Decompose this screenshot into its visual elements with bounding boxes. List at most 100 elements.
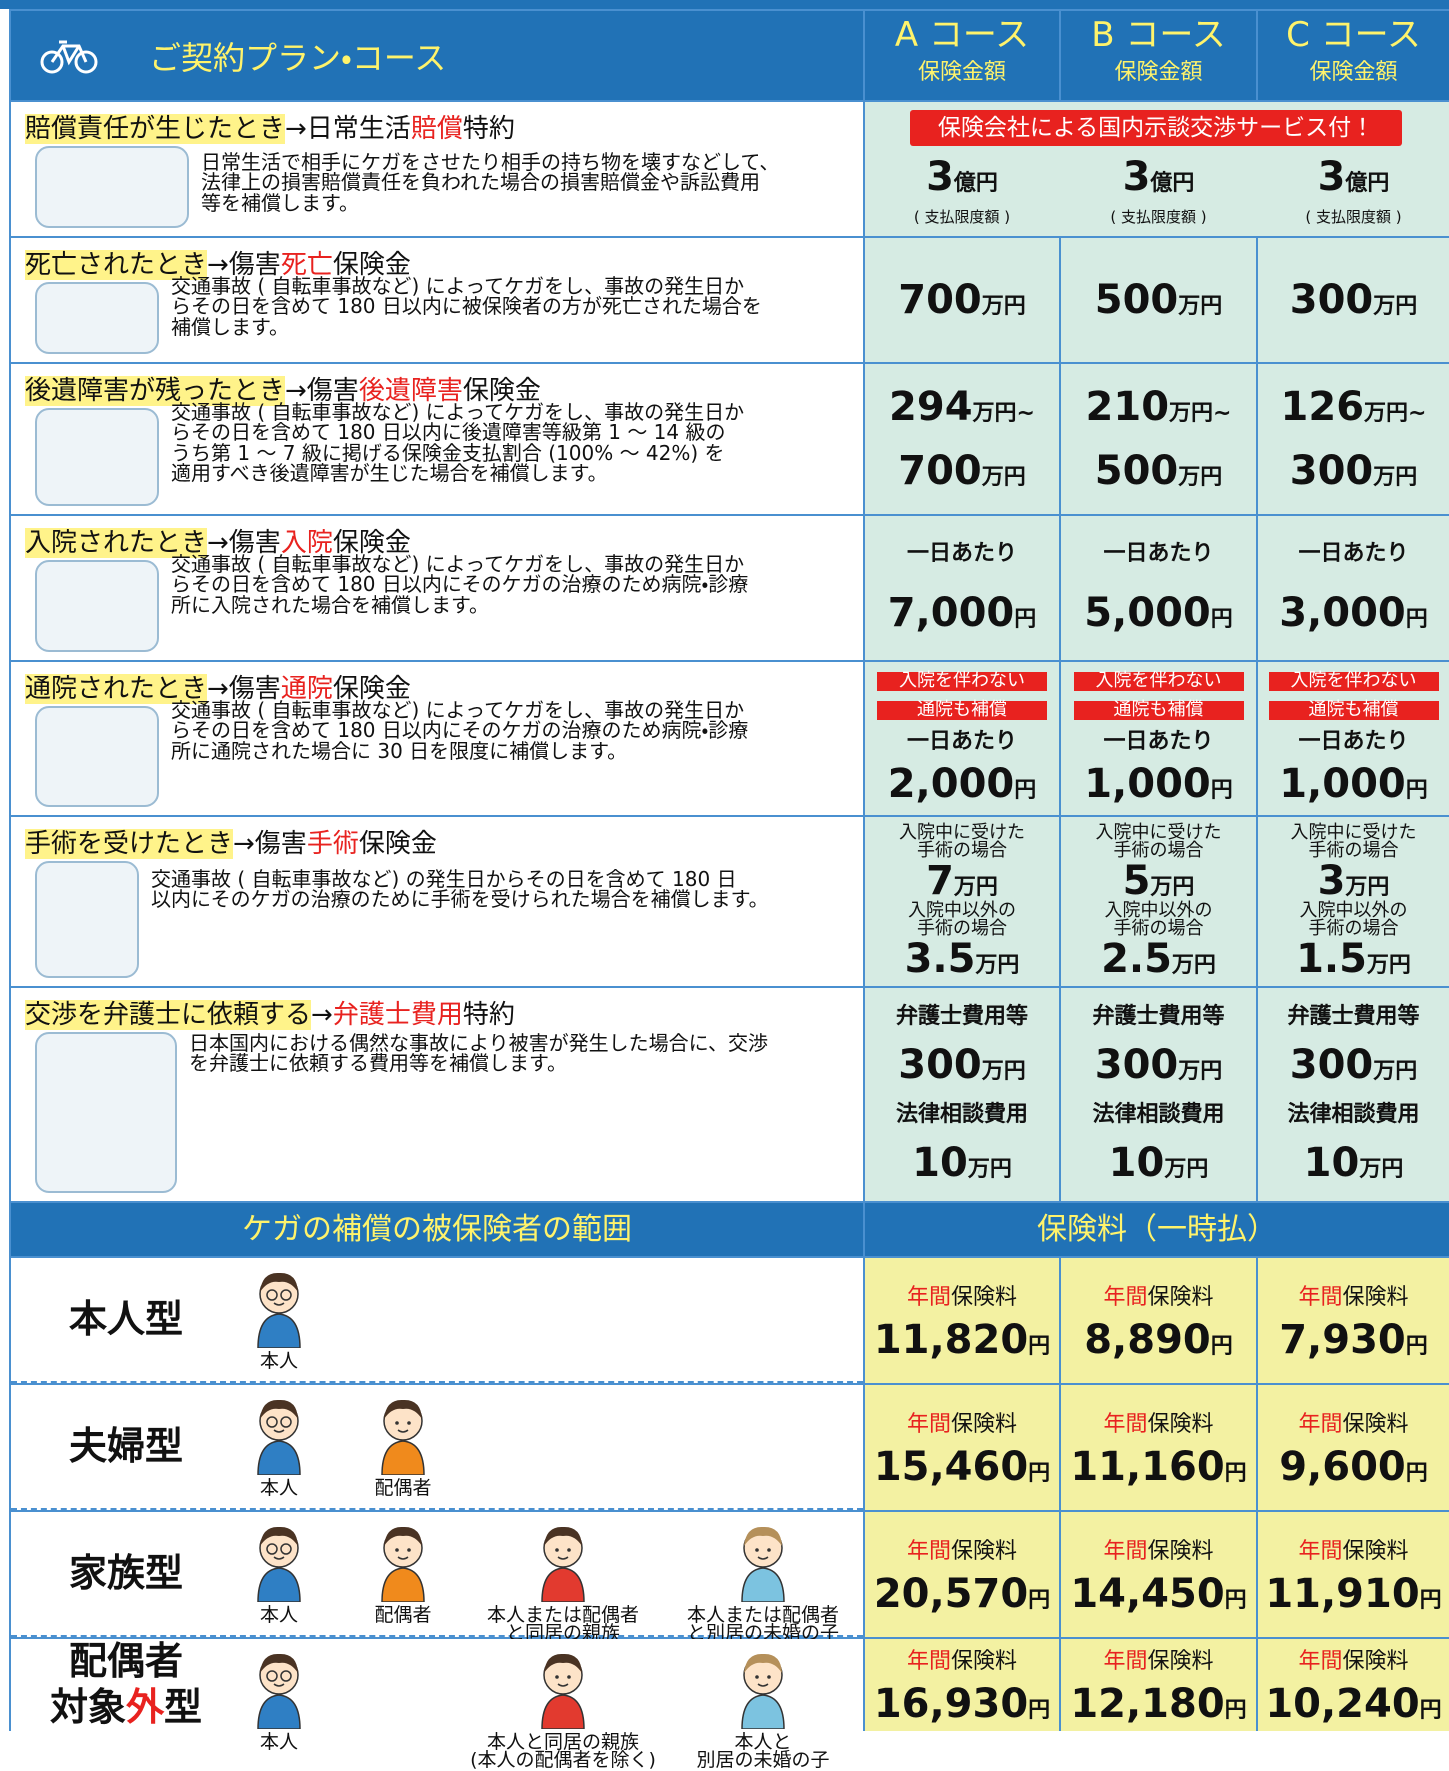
premium-cell: 年間保険料 8,890円 bbox=[1061, 1258, 1256, 1383]
description-line: 以内にそのケガの治療のために手術を受けられた場合を補償します。 bbox=[151, 887, 769, 912]
course-sub: 保険金額 bbox=[917, 60, 1006, 86]
person-icon bbox=[257, 1399, 301, 1476]
row-title-part: →傷害 bbox=[233, 829, 307, 859]
person-label-line: 本人と同居の親族 bbox=[486, 1731, 639, 1753]
amount-unit: 万円 bbox=[1178, 1059, 1223, 1085]
amount-unit: 万円 bbox=[953, 874, 998, 900]
row-description: 交通事故 ( 自転車事故など) によってケガをし、事故の発生日か らその日を含めて… bbox=[171, 276, 762, 338]
amount-big: 3,000 bbox=[1279, 589, 1406, 636]
amount-line: 3億円 bbox=[926, 156, 998, 198]
amount-unit: 円 bbox=[1405, 777, 1428, 803]
amount-cell: 3億円 ( 支払限度額 ) bbox=[1258, 146, 1449, 236]
premium-unit: 円 bbox=[1224, 1698, 1247, 1723]
amount-small: 入院中以外の bbox=[908, 899, 1016, 921]
amount-label: 弁護士費用等 bbox=[895, 1003, 1028, 1029]
premium-amount-line: 11,820円 bbox=[874, 1317, 1050, 1363]
premium-label-part: 年間 bbox=[906, 1284, 951, 1310]
amount-unit: 万円 bbox=[1171, 952, 1216, 978]
amount-cell: 一日あたり 3,000円 bbox=[1258, 516, 1449, 660]
premium-amount: 14,450 bbox=[1070, 1570, 1225, 1617]
premium-unit: 円 bbox=[1419, 1698, 1442, 1723]
amount-small: 手術の場合 bbox=[1113, 917, 1204, 939]
person-icon bbox=[381, 1399, 425, 1476]
premium-cell: 年間保険料 11,160円 bbox=[1061, 1385, 1256, 1510]
amount-unit: 万円 bbox=[967, 1157, 1012, 1183]
row-description-cell: 通院されたとき→傷害通院保険金 交通事故 ( 自転車事故など) によってケガをし、… bbox=[11, 662, 863, 815]
amount-cell: 126万円~ 300万円 bbox=[1258, 364, 1449, 514]
person-label-line: 本人または配偶者 bbox=[686, 1604, 839, 1626]
person: 本人 bbox=[169, 1268, 389, 1371]
amount-small: 入院中に受けた bbox=[1095, 821, 1222, 843]
amount-big: 1,000 bbox=[1279, 760, 1406, 807]
person-label-line: (本人の配偶者を除く) bbox=[470, 1749, 656, 1771]
description-line: を弁護士に依頼する費用等を補償します。 bbox=[189, 1051, 567, 1076]
amount-line: 手術の場合 bbox=[917, 841, 1007, 860]
row-description: 交通事故 ( 自転車事故など) によってケガをし、事故の発生日か らその日を含めて… bbox=[171, 698, 748, 763]
person-label: 本人または配偶者 と別居の未婚の子 bbox=[653, 1604, 873, 1642]
course-sub: 保険金額 bbox=[1114, 60, 1203, 86]
amount-line: 法律相談費用 bbox=[1287, 1103, 1419, 1126]
premium-label-part: 年間 bbox=[1103, 1411, 1148, 1437]
plan-name-part: 本人型 bbox=[68, 1296, 183, 1341]
amount-small: 入院中以外の bbox=[1104, 899, 1213, 921]
amount-small: 手術の場合 bbox=[1308, 839, 1399, 861]
premium-label: 年間保険料 bbox=[907, 1533, 1017, 1565]
amount-line: 入院中に受けた bbox=[899, 823, 1025, 842]
amount-line: 入院中に受けた bbox=[1291, 823, 1417, 842]
badge-line: 入院を伴わない bbox=[877, 671, 1047, 691]
premium-label-part: 年間 bbox=[1298, 1649, 1343, 1674]
amount-unit: 万円 bbox=[1345, 874, 1390, 900]
amount-note: ( 支払限度額 ) bbox=[913, 207, 1011, 226]
premium-label-part: 保険料 bbox=[951, 1284, 1018, 1310]
amount-unit: 億円 bbox=[1345, 171, 1390, 197]
premium-amount-line: 12,180円 bbox=[1070, 1681, 1246, 1727]
person: 本人または配偶者 と同居の親族 bbox=[453, 1522, 673, 1643]
course-header: A コース 保険金額 bbox=[865, 11, 1059, 100]
description-line: 所に通院された場合に 30 日を限度に補償します。 bbox=[171, 738, 628, 763]
amount-big: 300 bbox=[898, 1042, 982, 1089]
plan-cell: 夫婦型 本人 配偶者 bbox=[11, 1385, 863, 1510]
plan-name-line: 配偶者 bbox=[69, 1639, 183, 1685]
premium-amount-line: 7,930円 bbox=[1279, 1317, 1428, 1363]
amount-cell: 入院中に受けた 手術の場合 3万円 入院中以外の 手術の場合 1.5万円 bbox=[1258, 817, 1449, 986]
person-icon bbox=[257, 1653, 301, 1730]
person-icon bbox=[381, 1526, 425, 1603]
amount-unit: 万円~ bbox=[1169, 401, 1232, 426]
premium-amount: 7,930 bbox=[1279, 1316, 1406, 1363]
premium-label-part: 保険料 bbox=[951, 1649, 1018, 1674]
plan-name-part: 対象 bbox=[49, 1685, 126, 1729]
plan-name: 本人型 bbox=[21, 1258, 231, 1381]
premium-label-part: 保険料 bbox=[1147, 1538, 1214, 1564]
premium-label: 年間保険料 bbox=[1298, 1643, 1408, 1675]
amount-big: 10 bbox=[1303, 1140, 1360, 1187]
amount-big: 300 bbox=[1289, 448, 1374, 494]
amount-big: 1,000 bbox=[1084, 760, 1211, 807]
row-title: 賠償責任が生じたとき→日常生活賠償特約 bbox=[25, 108, 515, 145]
plan-name-line: 夫婦型 bbox=[69, 1424, 183, 1470]
row-title-part: →傷害 bbox=[207, 674, 281, 704]
amount-big: 210 bbox=[1085, 384, 1170, 430]
premium-amount: 15,460 bbox=[873, 1443, 1029, 1490]
amount-unit: 万円~ bbox=[972, 401, 1035, 426]
row-title-part: 特約 bbox=[462, 1000, 515, 1030]
person: 本人または配偶者 と別居の未婚の子 bbox=[653, 1522, 873, 1643]
badge-line: 入院を伴わない bbox=[1268, 671, 1439, 691]
description-line: 交通事故 ( 自転車事故など) によってケガをし、事故の発生日か bbox=[171, 698, 745, 722]
amount-line: 一日あたり bbox=[907, 730, 1017, 753]
description-line: 所に入院された場合を補償します。 bbox=[171, 592, 489, 617]
plan-name-part: 家族型 bbox=[68, 1550, 183, 1595]
illustration bbox=[35, 282, 159, 354]
amount-big: 500 bbox=[1094, 448, 1179, 494]
amount-line: 1.5万円 bbox=[1296, 938, 1411, 980]
amount-line: 手術の場合 bbox=[1308, 839, 1399, 861]
premium-amount-line: 8,890円 bbox=[1084, 1317, 1233, 1363]
description-line: らその日を含めて 180 日以内に被保険者の方が死亡された場合を bbox=[171, 294, 762, 319]
premium-label-part: 年間 bbox=[906, 1538, 951, 1564]
person-label-line: 本人または配偶者 bbox=[486, 1604, 639, 1626]
premium-label-part: 保険料 bbox=[1147, 1284, 1214, 1310]
plan-name-part: 配偶者 bbox=[68, 1639, 183, 1684]
premium-unit: 円 bbox=[1405, 1460, 1428, 1486]
amount-line: 5,000円 bbox=[1084, 592, 1233, 634]
bike-icon bbox=[40, 40, 98, 73]
premium-label: 年間保険料 bbox=[907, 1279, 1017, 1311]
